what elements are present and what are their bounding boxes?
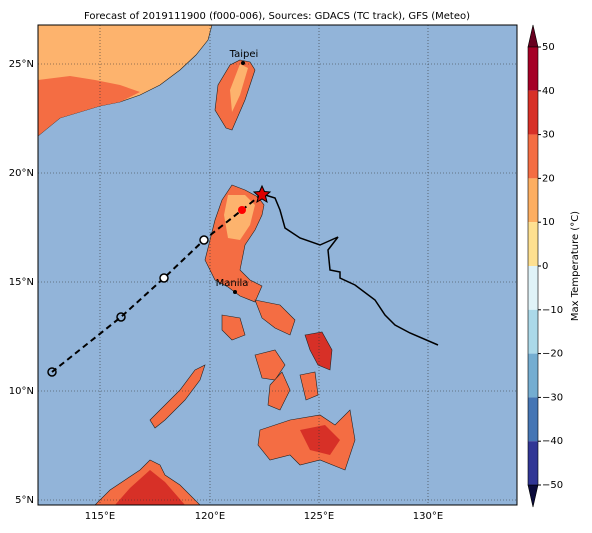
- taiwan-mountains: [230, 64, 248, 112]
- lat-label: 15°N: [9, 277, 34, 288]
- lon-label: 115°E: [85, 511, 115, 522]
- colorbar-tick-label: 10: [542, 217, 555, 228]
- colorbar-band: [528, 134, 538, 179]
- lon-label: 130°E: [413, 511, 443, 522]
- colorbar-extend: [527, 484, 539, 508]
- luzon-highlands: [224, 195, 255, 240]
- map: Taipei Manila: [38, 25, 517, 505]
- colorbar-tick-label: 50: [542, 42, 555, 53]
- lat-label: 25°N: [9, 59, 34, 70]
- axes: 25°N 20°N 15°N 10°N 5°N 115°E 120°E 125°E 130°E: [9, 59, 443, 522]
- colorbar-tick-label: −40: [542, 436, 563, 447]
- mindoro: [221, 314, 246, 341]
- mindanao-warm: [300, 425, 340, 455]
- colorbar-band: [528, 47, 538, 91]
- borneo-warm: [115, 470, 185, 505]
- colorbar-band: [528, 397, 538, 442]
- panay: [254, 349, 286, 381]
- colorbar-extend: [527, 24, 539, 48]
- city-dot: [233, 290, 237, 294]
- title: Forecast of 2019111900 (f000-006), Sourc…: [84, 11, 470, 22]
- colorbar-tick-label: 40: [542, 86, 555, 97]
- past-track: [261, 193, 439, 346]
- island: [254, 299, 296, 336]
- colorbar-tick-label: 30: [542, 130, 555, 141]
- storm-position: [252, 184, 272, 204]
- colorbar-tick-label: 0: [542, 261, 548, 272]
- colorbar-label: Max Temperature (°C): [570, 211, 581, 321]
- map-frame: [37, 24, 518, 506]
- colorbar: 50 40 30 20 10 0 −10 −20 −30 −40 −50: [527, 24, 563, 508]
- leyte: [299, 371, 319, 401]
- city-label: Taipei: [229, 49, 259, 60]
- track-point: [238, 206, 246, 214]
- colorbar-band: [528, 266, 538, 310]
- city-dot: [241, 61, 245, 65]
- lat-label: 5°N: [15, 495, 34, 506]
- samar: [304, 331, 333, 371]
- lat-label: 10°N: [9, 386, 34, 397]
- lat-label: 20°N: [9, 168, 34, 179]
- track-point: [199, 235, 209, 245]
- forecast-track: [51, 193, 263, 373]
- track-point: [116, 312, 126, 322]
- lon-label: 125°E: [304, 511, 334, 522]
- colorbar-band: [528, 178, 538, 223]
- colorbar-tick-label: −30: [542, 392, 563, 403]
- china-warm: [38, 76, 140, 136]
- colorbar-band: [528, 222, 538, 266]
- colorbar-tick-label: −10: [542, 305, 563, 316]
- colorbar-band: [528, 309, 538, 354]
- track-point: [159, 273, 169, 283]
- colorbar-tick-label: −50: [542, 480, 563, 491]
- colorbar-band: [528, 353, 538, 398]
- track-point: [47, 367, 57, 377]
- lon-label: 120°E: [195, 511, 225, 522]
- colorbar-band: [528, 90, 538, 135]
- colorbar-tick-label: −20: [542, 349, 563, 360]
- colorbar-tick-label: 20: [542, 173, 555, 184]
- city-label: Manila: [216, 278, 249, 289]
- colorbar-band: [528, 441, 538, 485]
- palawan: [149, 364, 206, 429]
